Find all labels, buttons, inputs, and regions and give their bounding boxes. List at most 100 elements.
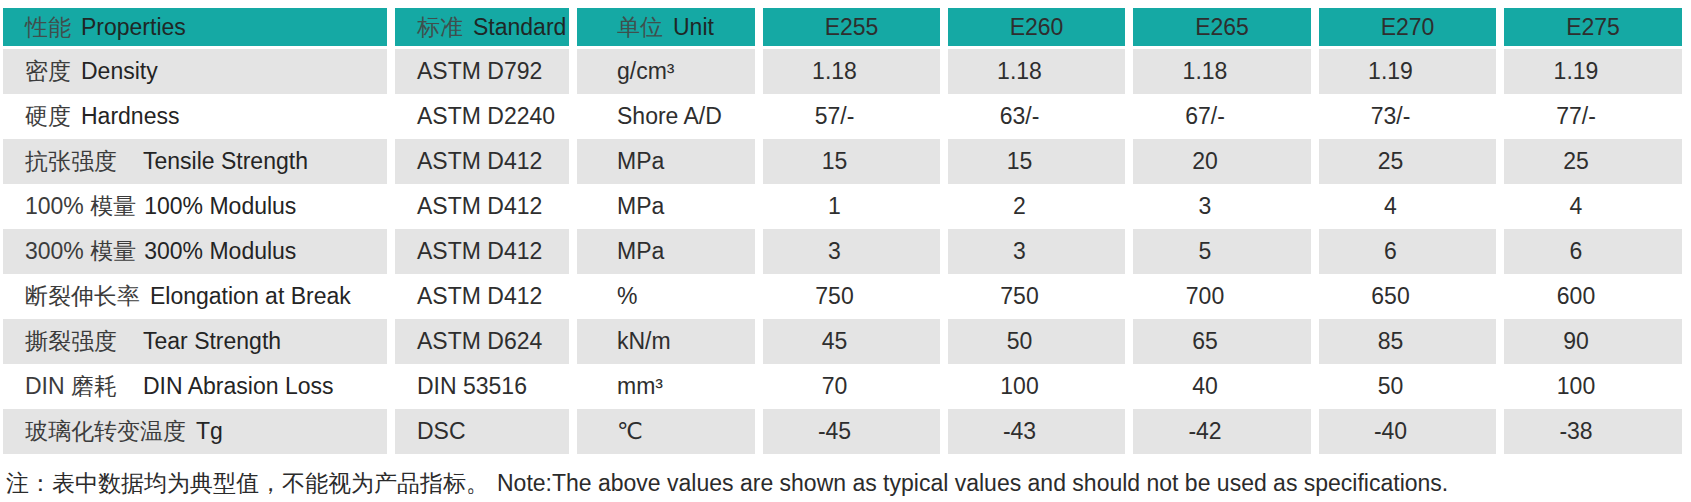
property-label: DIN 磨耗 DIN Abrasion Loss [3,364,387,409]
value-cell: 750 [755,274,940,319]
header-grade-e255: E255 [755,8,940,49]
value-cell: -40 [1311,409,1496,454]
standard-cell: ASTM D624 [387,319,569,364]
property-label-cn: 100% 模量 [25,191,136,222]
header-grade-e275: E275 [1496,8,1682,49]
property-label: 玻璃化转变温度 Tg [3,409,387,454]
value-cell: 45 [755,319,940,364]
table-row-tensile-strength: 抗张强度Tensile Strength ASTM D412 MPa 15 15… [3,139,1682,184]
unit-cell: MPa [569,229,755,274]
unit-cell: g/cm³ [569,49,755,94]
value-cell: 40 [1125,364,1311,409]
value-cell: 50 [940,319,1125,364]
header-unit: 单位 Unit [569,8,755,49]
standard-cell: DSC [387,409,569,454]
property-label-cn: 玻璃化转变温度 [25,418,186,444]
datasheet: 性能 Properties 标准Standard 单位 Unit E255 E260… [0,0,1691,499]
property-label: 硬度 Hardness [3,94,387,139]
property-label-cn: 密度 [25,58,71,84]
property-label-en: Hardness [81,103,179,129]
property-label-cn: DIN 磨耗 [25,371,135,402]
header-grade-e270: E270 [1311,8,1496,49]
value-cell: -42 [1125,409,1311,454]
standard-cell: ASTM D792 [387,49,569,94]
property-label-en: Tensile Strength [143,148,308,174]
table-row-elongation: 断裂伸长率Elongation at Break ASTM D412 % 750… [3,274,1682,319]
property-label-en: Density [81,58,158,84]
value-cell: 5 [1125,229,1311,274]
table-row-hardness: 硬度 Hardness ASTM D2240 Shore A/D 57/- 63/… [3,94,1682,139]
value-cell: 65 [1125,319,1311,364]
unit-cell: kN/m [569,319,755,364]
property-label-en: 100% Modulus [144,193,296,219]
value-cell: 1 [755,184,940,229]
standard-cell: ASTM D2240 [387,94,569,139]
unit-cell: ℃ [569,409,755,454]
header-properties-cn: 性能 [25,14,71,40]
standard-cell: ASTM D412 [387,229,569,274]
value-cell: 6 [1311,229,1496,274]
unit-cell: % [569,274,755,319]
property-label-en: Tear Strength [143,328,281,354]
value-cell: 25 [1496,139,1682,184]
value-cell: 700 [1125,274,1311,319]
value-cell: 25 [1311,139,1496,184]
property-label-en: DIN Abrasion Loss [143,373,333,399]
property-label: 撕裂强度 Tear Strength [3,319,387,364]
header-grade-e260: E260 [940,8,1125,49]
standard-cell: ASTM D412 [387,184,569,229]
property-label: 100% 模量 100% Modulus [3,184,387,229]
value-cell: 3 [1125,184,1311,229]
value-cell: 57/- [755,94,940,139]
standard-cell: ASTM D412 [387,274,569,319]
value-cell: 650 [1311,274,1496,319]
value-cell: 1.18 [755,49,940,94]
header-unit-cn: 单位 [617,14,663,40]
value-cell: 50 [1311,364,1496,409]
value-cell: 6 [1496,229,1682,274]
value-cell: 100 [940,364,1125,409]
standard-cell: DIN 53516 [387,364,569,409]
unit-cell: MPa [569,184,755,229]
value-cell: -38 [1496,409,1682,454]
value-cell: 70 [755,364,940,409]
value-cell: -43 [940,409,1125,454]
value-cell: 85 [1311,319,1496,364]
unit-cell: MPa [569,139,755,184]
standard-cell: ASTM D412 [387,139,569,184]
footnote-cn: 注：表中数据均为典型值，不能视为产品指标。 [6,470,489,496]
properties-table: 性能 Properties 标准Standard 单位 Unit E255 E260… [3,8,1682,454]
footnote: 注：表中数据均为典型值，不能视为产品指标。 Note:The above valu… [6,468,1691,499]
value-cell: 1.18 [1125,49,1311,94]
property-label-en: Elongation at Break [150,283,351,309]
value-cell: 77/- [1496,94,1682,139]
value-cell: 4 [1496,184,1682,229]
header-properties-en: Properties [81,14,186,40]
value-cell: 2 [940,184,1125,229]
property-label-cn: 300% 模量 [25,236,136,267]
property-label: 密度 Density [3,49,387,94]
table-row-tear-strength: 撕裂强度 Tear Strength ASTM D624 kN/m 45 50 6… [3,319,1682,364]
value-cell: 1.19 [1496,49,1682,94]
table-header-row: 性能 Properties 标准Standard 单位 Unit E255 E260… [3,8,1682,49]
property-label-cn: 硬度 [25,103,71,129]
property-label: 抗张强度 Tensile Strength [3,139,387,184]
header-standard: 标准Standard [387,8,569,49]
property-label-cn: 撕裂强度 [25,326,135,357]
table-row-din-abrasion: DIN 磨耗DIN Abrasion Loss DIN 53516 mm³ 70… [3,364,1682,409]
table-row-tg: 玻璃化转变温度 Tg DSC ℃ -45 -43 -42 -40 -38 [3,409,1682,454]
property-label-en: Tg [196,418,223,444]
unit-cell: Shore A/D [569,94,755,139]
value-cell: 15 [940,139,1125,184]
table-row-density: 密度Density ASTM D792 g/cm³ 1.18 1.18 1.18… [3,49,1682,94]
property-label-en: 300% Modulus [144,238,296,264]
footnote-en: Note:The above values are shown as typic… [497,470,1448,496]
property-label-cn: 抗张强度 [25,146,135,177]
value-cell: 73/- [1311,94,1496,139]
value-cell: 750 [940,274,1125,319]
value-cell: 63/- [940,94,1125,139]
value-cell: 3 [940,229,1125,274]
value-cell: 3 [755,229,940,274]
value-cell: -45 [755,409,940,454]
header-unit-en: Unit [673,14,714,40]
